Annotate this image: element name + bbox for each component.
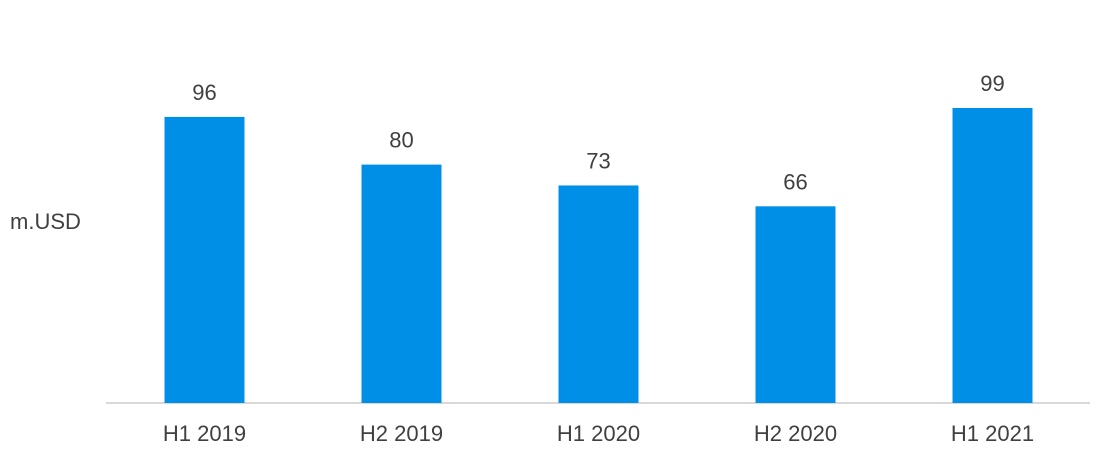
data-label: 66	[783, 169, 807, 194]
x-tick-label: H1 2020	[557, 421, 640, 446]
data-label: 96	[192, 80, 216, 105]
data-label: 73	[586, 148, 610, 173]
bar-h2-2019	[361, 164, 442, 403]
bar-h1-2020	[558, 185, 639, 403]
bar-h1-2019	[164, 116, 245, 404]
y-axis-label: m.USD	[10, 209, 81, 234]
data-label: 99	[980, 71, 1004, 96]
bar-h2-2020	[755, 206, 836, 403]
data-label: 80	[389, 128, 413, 153]
x-tick-label: H1 2021	[951, 421, 1034, 446]
x-tick-label: H1 2019	[163, 421, 246, 446]
bar-h1-2021	[952, 107, 1033, 403]
x-tick-label: H2 2019	[360, 421, 443, 446]
x-tick-label: H2 2020	[754, 421, 837, 446]
